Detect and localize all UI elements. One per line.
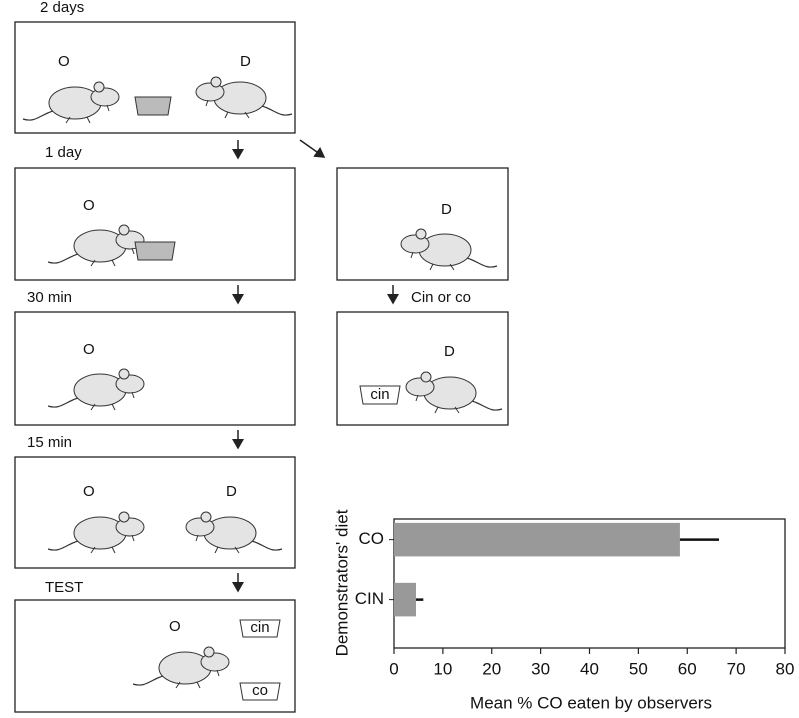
x-tick-label: 30 — [531, 659, 550, 678]
box — [15, 22, 295, 133]
x-tick-label: 70 — [727, 659, 746, 678]
demonstrator-label: D — [444, 343, 455, 360]
y-tick-label: CIN — [355, 589, 384, 608]
demonstrator-label: D — [441, 201, 452, 218]
x-tick-label: 80 — [776, 659, 795, 678]
observer-label: O — [169, 618, 181, 635]
demonstrator-label: D — [226, 483, 237, 500]
page: {"diagram": {"phases": ["2 days", "1 day… — [0, 0, 799, 718]
box — [337, 312, 508, 425]
cup-label: cin — [370, 386, 389, 403]
arrow — [300, 140, 324, 157]
x-tick-label: 60 — [678, 659, 697, 678]
bar — [394, 583, 416, 617]
phase-label: 1 day — [45, 144, 82, 161]
diagram: 2 days O D 1 day O D 30 min Cin or co O … — [15, 0, 508, 712]
phase-label: 15 min — [27, 434, 72, 451]
box — [337, 168, 508, 280]
diet-note: Cin or co — [411, 289, 471, 306]
phase-label: 30 min — [27, 289, 72, 306]
observer-label: O — [83, 483, 95, 500]
y-tick-label: CO — [359, 529, 385, 548]
x-tick-label: 20 — [482, 659, 501, 678]
observer-label: O — [58, 53, 70, 70]
x-tick-label: 50 — [629, 659, 648, 678]
food-cup — [135, 242, 175, 260]
demonstrator-label: D — [240, 53, 251, 70]
observer-label: O — [83, 341, 95, 358]
phase-label: 2 days — [40, 0, 84, 16]
observer-label: O — [83, 197, 95, 214]
box — [15, 457, 295, 568]
chart: Mean % CO eaten by observers Demonstrato… — [332, 509, 794, 712]
phase-label: TEST — [45, 579, 83, 596]
food-cup — [135, 97, 171, 115]
cup-label: cin — [250, 619, 269, 636]
x-tick-label: 10 — [433, 659, 452, 678]
cup-label: co — [252, 682, 268, 699]
x-axis-title: Mean % CO eaten by observers — [470, 693, 712, 712]
x-tick-label: 0 — [389, 659, 398, 678]
bar — [394, 523, 680, 557]
figure: 2 days O D 1 day O D 30 min Cin or co O … — [0, 0, 799, 718]
box — [15, 312, 295, 425]
x-tick-label: 40 — [580, 659, 599, 678]
y-axis-title: Demonstrators' diet — [332, 509, 351, 656]
